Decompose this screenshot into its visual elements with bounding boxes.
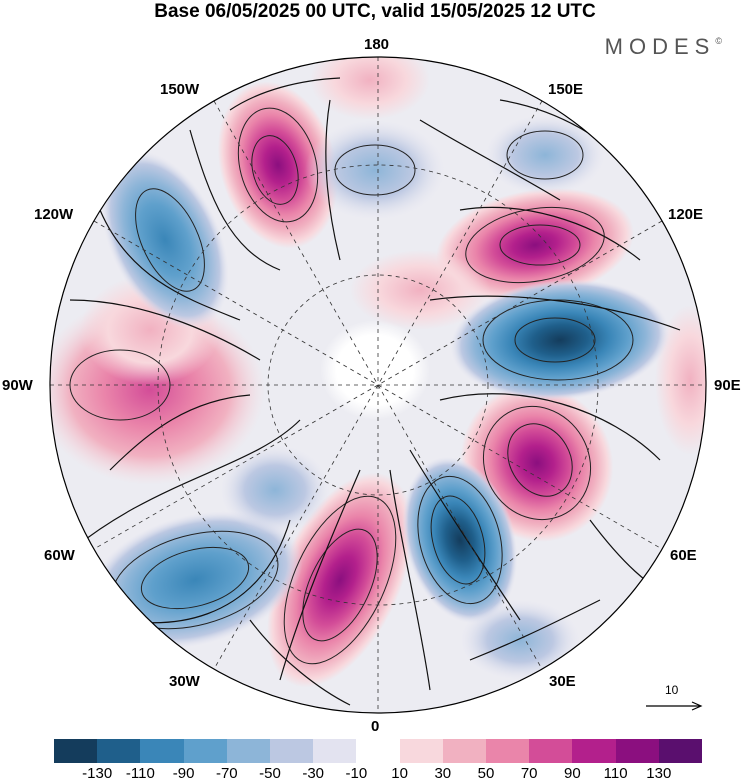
colorbar-tick-label: 110 (603, 765, 628, 782)
colorbar-tick-label: -110 (125, 765, 155, 782)
colorbar-tick-label: 90 (564, 765, 581, 782)
colorbar-tick-label: 50 (477, 765, 495, 782)
anomaly-field (50, 57, 706, 713)
lon-label-90w: 90W (2, 377, 33, 394)
colorbar-swatch (399, 739, 443, 763)
colorbar-tick-label: 10 (391, 765, 408, 782)
colorbar-swatch (529, 739, 573, 763)
colorbar-swatch (54, 739, 98, 763)
colorbar-ticks: -130 -110 -90 -70 -50 -30 -10 10 30 50 70 90 110 130 (0, 765, 750, 783)
graticule (50, 57, 706, 713)
colorbar (54, 739, 703, 763)
colorbar-tick-label: -130 (82, 765, 113, 782)
lon-label-30e: 30E (549, 673, 576, 690)
lon-label-0: 0 (371, 718, 380, 735)
colorbar-swatch (442, 739, 487, 763)
colorbar-swatch (615, 739, 659, 763)
colorbar-tick-label: 70 (520, 765, 538, 782)
lon-label-30w: 30W (169, 673, 200, 690)
colorbar-tick-label: -50 (259, 765, 281, 782)
colorbar-tick-label: 30 (434, 765, 452, 782)
lon-label-120e: 120E (668, 206, 704, 223)
lon-label-90e: 90E (714, 377, 741, 394)
lon-label-60e: 60E (670, 547, 697, 564)
colorbar-swatch (572, 739, 616, 763)
lon-label-60w: 60W (44, 547, 75, 564)
colorbar-swatch (313, 739, 357, 763)
lon-label-180: 180 (364, 36, 390, 53)
colorbar-tick-label: -30 (302, 765, 325, 782)
lon-label-120w: 120W (34, 206, 74, 223)
colorbar-tick-label: -70 (215, 765, 238, 782)
map-title: Base 06/05/2025 00 UTC, valid 15/05/2025… (154, 1, 596, 22)
colorbar-swatch (97, 739, 141, 763)
colorbar-tick-label: 130 (646, 765, 672, 782)
lon-label-150w: 150W (160, 81, 200, 98)
reference-vector-label: 10 (665, 683, 679, 697)
colorbar-swatch (226, 739, 271, 763)
colorbar-tick-label: -10 (345, 765, 368, 782)
colorbar-swatch (140, 739, 184, 763)
map-border (49, 56, 707, 714)
colorbar-swatch (183, 739, 227, 763)
reference-vector-arrow (646, 701, 703, 711)
colorbar-swatch (270, 739, 314, 763)
colorbar-tick-label: -90 (172, 765, 195, 782)
brand-logo: MODES© (604, 34, 722, 59)
colorbar-swatch (486, 739, 530, 763)
lon-label-150e: 150E (548, 81, 584, 98)
colorbar-swatch (356, 739, 400, 763)
colorbar-swatch (658, 739, 703, 763)
